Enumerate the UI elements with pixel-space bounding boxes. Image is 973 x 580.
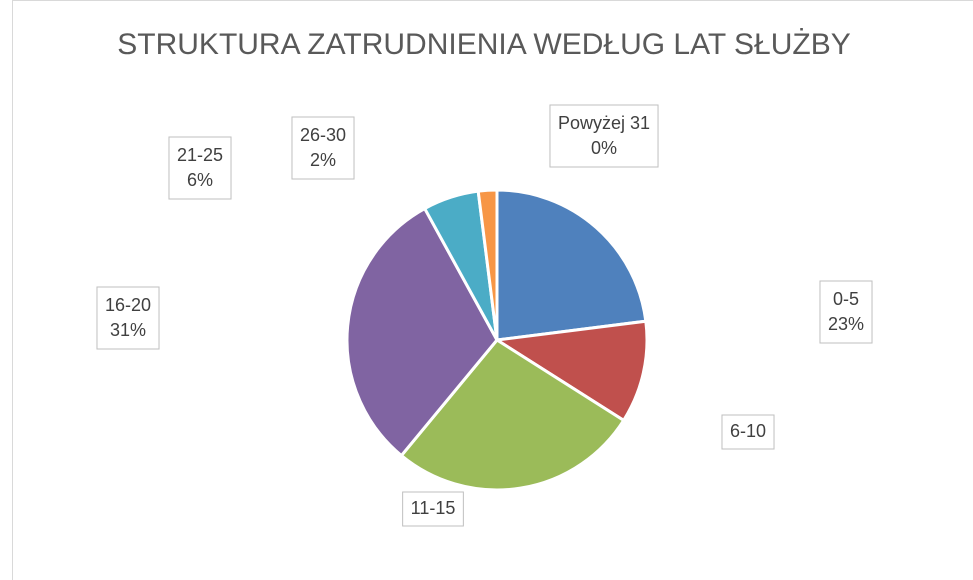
chart-title: STRUKTURA ZATRUDNIENIA WEDŁUG LAT SŁUŻBY — [117, 28, 850, 61]
data-label-value: 31% — [110, 320, 146, 340]
data-label-category: 11-15 — [411, 498, 456, 518]
data-label-box — [168, 136, 232, 200]
data-label-value: 23% — [828, 314, 864, 334]
data-label-box — [819, 280, 873, 344]
data-label-value: 2% — [310, 150, 336, 170]
data-label-box — [721, 414, 775, 450]
data-label-value: 0% — [591, 138, 617, 158]
data-label-box — [402, 491, 464, 527]
data-label-box — [291, 116, 355, 180]
data-label: 21-25 6% — [168, 136, 232, 200]
data-label: 6-10 — [721, 414, 775, 450]
data-label-category: 26-30 — [300, 125, 346, 145]
data-label: 11-15 — [402, 491, 464, 527]
data-label-category: 21-25 — [177, 145, 223, 165]
data-label-box — [96, 286, 160, 350]
data-label-value: 6% — [187, 170, 213, 190]
data-label: 16-20 31% — [96, 286, 160, 350]
pie-slice — [399, 338, 626, 492]
data-label: 0-523% — [819, 280, 873, 344]
data-label-category: Powyżej 31 — [558, 113, 650, 133]
data-label-box — [549, 104, 659, 168]
data-label-category: 0-5 — [833, 289, 859, 309]
data-label: 26-30 2% — [291, 116, 355, 180]
data-label-category: 6-10 — [730, 421, 766, 441]
pie-slice — [492, 319, 649, 423]
pie-slice — [345, 206, 499, 458]
pie-slice — [495, 188, 648, 342]
data-label-category: 16-20 — [105, 295, 151, 315]
data-label: Powyżej 31 0% — [549, 104, 659, 168]
